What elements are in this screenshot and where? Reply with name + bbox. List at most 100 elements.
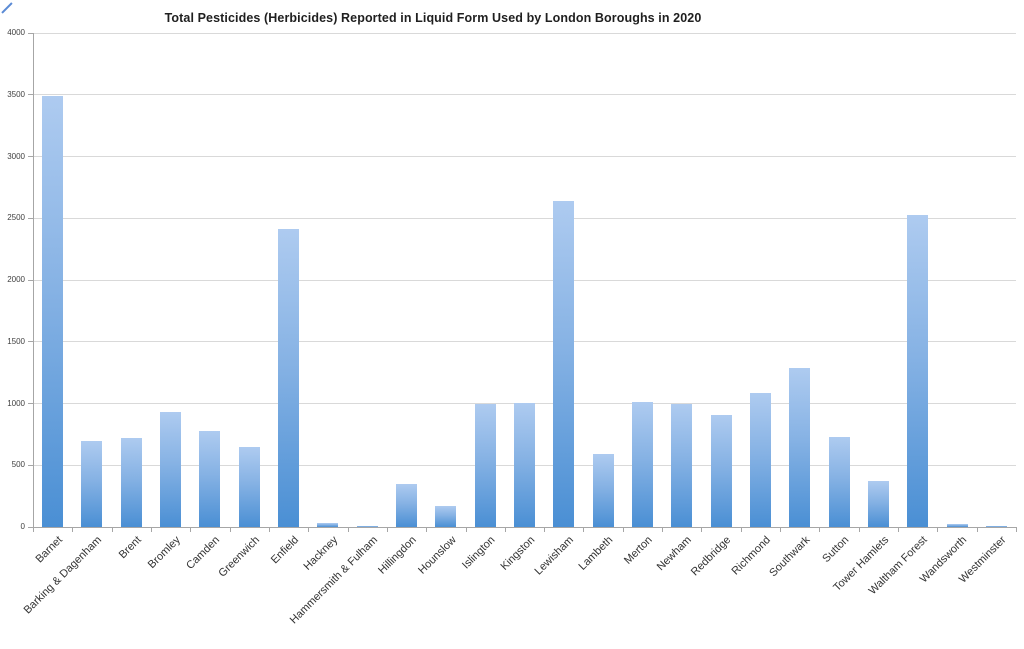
bar-islington[interactable]: [474, 403, 496, 527]
bar-westminster[interactable]: [985, 525, 1007, 527]
y-gridline: [33, 341, 1016, 343]
bar-lewisham[interactable]: [553, 200, 575, 527]
bar-wandsworth[interactable]: [946, 523, 968, 527]
y-gridline: [33, 94, 1016, 96]
x-axis-tick: [701, 527, 703, 532]
x-axis-tick: [465, 527, 467, 532]
bar-southwark[interactable]: [789, 368, 811, 527]
y-axis-tick: [28, 403, 33, 404]
y-axis-tick-label: 3500: [7, 89, 25, 99]
y-axis-tick-label: 1500: [7, 336, 25, 346]
x-axis-tick: [504, 527, 506, 532]
x-axis-tick: [858, 527, 860, 532]
x-axis-tick: [229, 527, 231, 532]
x-axis-tick: [780, 527, 782, 532]
y-axis-tick-label: 4000: [7, 28, 25, 37]
x-axis-category-label: Camden: [184, 534, 223, 572]
bar-hackney[interactable]: [317, 522, 339, 527]
x-axis-category-label: Greenwich: [216, 534, 262, 580]
x-axis-tick: [662, 527, 664, 532]
bar-tower-hamlets[interactable]: [867, 481, 889, 527]
x-axis-category-label: Richmond: [729, 534, 773, 578]
x-axis-category-label: Hillingdon: [376, 534, 420, 577]
x-axis-tick: [347, 527, 349, 532]
y-axis-tick-label: 2500: [7, 213, 25, 223]
bar-enfield[interactable]: [278, 229, 300, 527]
x-axis-tick: [33, 527, 34, 532]
x-axis-category-label: Hackney: [301, 534, 341, 573]
bar-hammersmith-fulham[interactable]: [356, 525, 378, 527]
x-axis-category-label: Hounslow: [415, 534, 459, 577]
y-gridline: [33, 217, 1016, 219]
bar-redbridge[interactable]: [710, 415, 732, 527]
x-axis-category-label: Newham: [655, 534, 695, 574]
x-axis-category-label: Kingston: [498, 534, 537, 573]
x-axis-tick: [898, 527, 900, 532]
bar-hounslow[interactable]: [435, 506, 457, 527]
x-axis-tick: [386, 527, 388, 532]
y-axis-tick-label: 0: [20, 522, 25, 531]
x-axis-tick: [308, 527, 310, 532]
bar-richmond[interactable]: [749, 393, 771, 527]
bar-greenwich[interactable]: [238, 446, 260, 527]
bar-camden[interactable]: [199, 430, 221, 527]
x-axis-tick: [268, 527, 270, 532]
x-axis-category-label: Lambeth: [576, 534, 616, 573]
y-axis-tick: [28, 156, 33, 157]
x-axis-tick: [583, 527, 585, 532]
y-axis-tick-label: 3000: [7, 151, 25, 161]
x-axis-category-label: Lewisham: [532, 534, 577, 578]
bar-kingston[interactable]: [514, 402, 535, 527]
y-axis-tick-label: 1000: [7, 398, 25, 408]
bar-brent[interactable]: [120, 438, 142, 527]
chart-title: Total Pesticides (Herbicides) Reported i…: [164, 11, 702, 25]
x-axis-tick: [150, 527, 152, 532]
x-axis-category-label: Bromley: [146, 534, 184, 572]
x-axis-tick: [426, 527, 428, 532]
x-axis-tick: [819, 527, 821, 532]
x-axis-category-label: Brent: [116, 534, 144, 562]
x-axis-line: [33, 527, 1016, 528]
x-axis-category-label: Barking & Dagenham: [22, 534, 105, 617]
bar-barking-dagenham[interactable]: [81, 441, 103, 527]
bar-waltham-forest[interactable]: [907, 215, 929, 527]
y-axis-tick: [28, 279, 33, 281]
x-axis-category-label: Redbridge: [689, 534, 734, 579]
y-axis-tick: [28, 341, 33, 343]
x-axis-tick: [622, 527, 624, 532]
x-axis-tick: [976, 527, 978, 532]
y-axis-tick: [28, 94, 33, 96]
x-axis-tick: [544, 527, 546, 532]
y-axis-line: [33, 33, 34, 528]
y-axis-tick: [28, 32, 33, 34]
x-axis-tick: [190, 527, 192, 532]
bar-hillingdon[interactable]: [396, 483, 418, 527]
x-axis-category-label: Barnet: [33, 534, 66, 566]
y-axis-tick: [28, 526, 33, 528]
x-axis-tick: [740, 527, 742, 532]
x-axis-tick: [1016, 527, 1017, 532]
x-axis-category-label: Merton: [622, 534, 655, 567]
y-gridline: [33, 32, 1016, 34]
x-axis-category-label: Sutton: [820, 534, 852, 565]
y-gridline: [33, 279, 1016, 281]
x-axis-category-label: Islington: [460, 534, 498, 572]
bar-sutton[interactable]: [828, 436, 850, 527]
bar-barnet[interactable]: [42, 95, 64, 527]
x-axis-tick: [72, 527, 74, 532]
y-axis-tick-label: 2000: [7, 275, 25, 284]
x-axis-tick: [111, 527, 113, 532]
y-axis-tick: [28, 217, 33, 219]
bar-lambeth[interactable]: [592, 454, 614, 527]
y-gridline: [33, 156, 1016, 157]
bar-merton[interactable]: [631, 402, 653, 527]
bar-newham[interactable]: [671, 404, 693, 527]
y-axis-tick: [28, 464, 33, 466]
x-axis-category-label: Enfield: [268, 534, 302, 567]
y-axis-tick-label: 500: [11, 460, 25, 470]
x-axis-category-label: Southwark: [766, 534, 813, 580]
bar-bromley[interactable]: [160, 412, 182, 527]
x-axis-tick: [937, 527, 939, 532]
